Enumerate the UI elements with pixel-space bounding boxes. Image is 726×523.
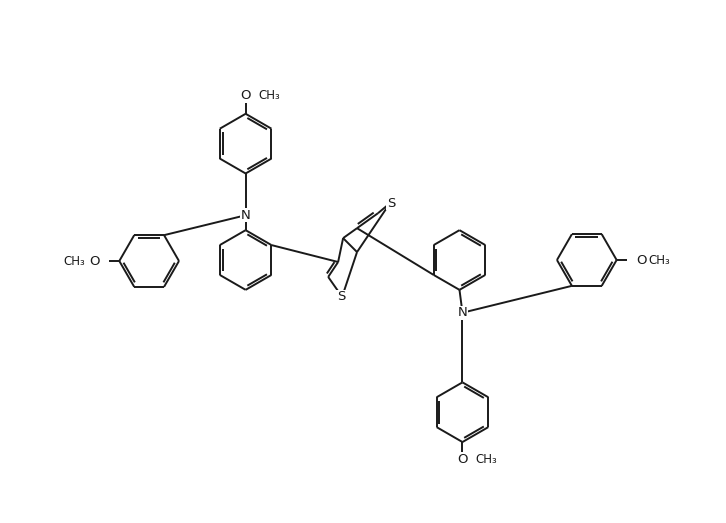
Text: N: N — [241, 209, 250, 222]
Text: CH₃: CH₃ — [476, 453, 497, 467]
Text: S: S — [337, 290, 346, 303]
Text: N: N — [457, 306, 468, 319]
Text: O: O — [457, 453, 468, 467]
Text: CH₃: CH₃ — [648, 254, 670, 267]
Text: O: O — [89, 255, 99, 267]
Text: O: O — [637, 254, 647, 267]
Text: CH₃: CH₃ — [258, 89, 280, 103]
Text: CH₃: CH₃ — [64, 255, 86, 267]
Text: S: S — [387, 197, 395, 210]
Text: O: O — [240, 89, 251, 103]
